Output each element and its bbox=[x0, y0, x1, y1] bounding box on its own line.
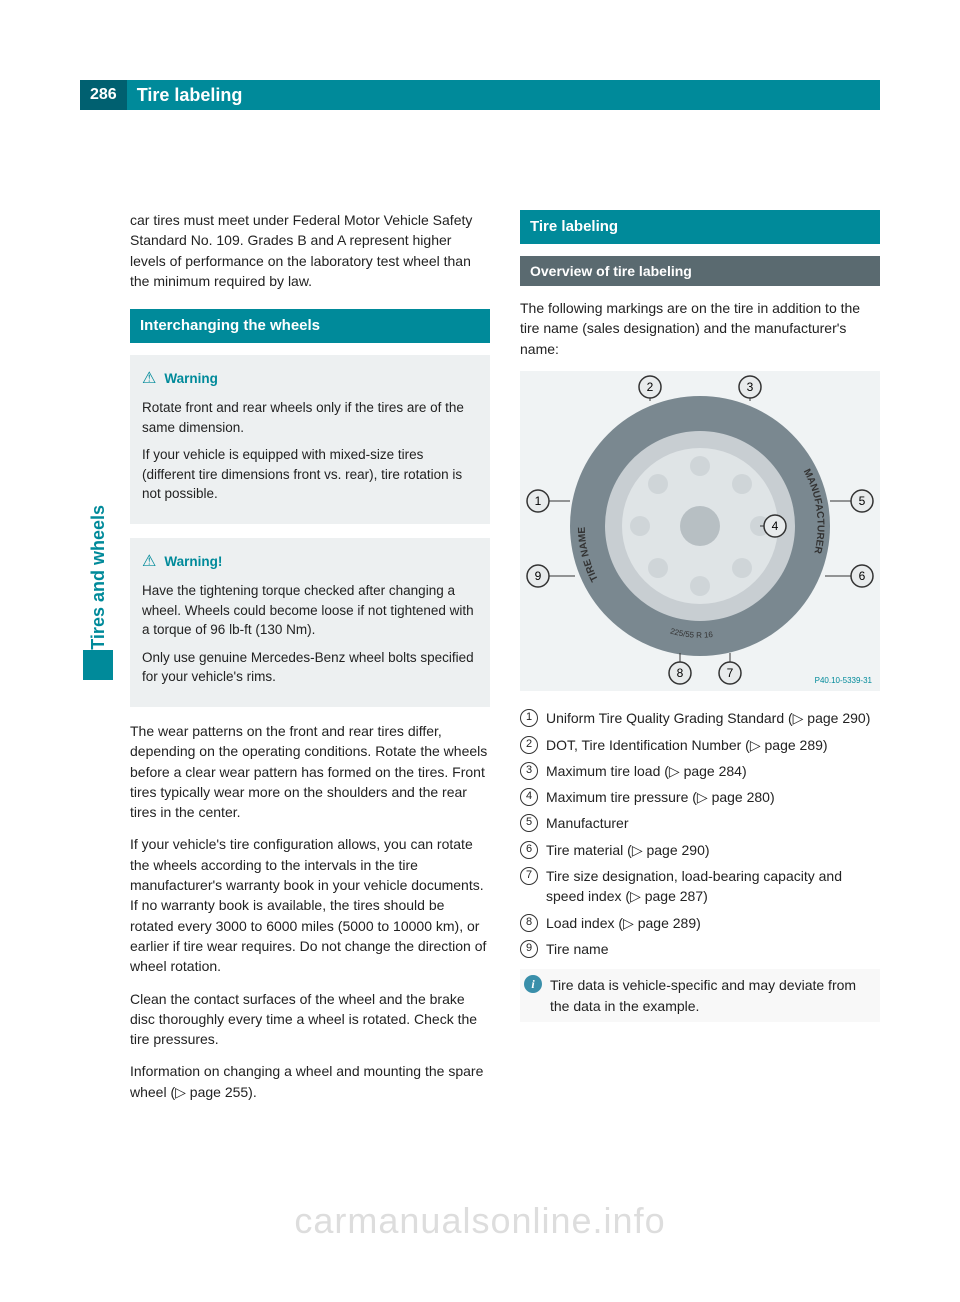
callout-number: 5 bbox=[520, 814, 538, 832]
content-columns: car tires must meet under Federal Motor … bbox=[0, 80, 960, 1114]
list-text: Maximum tire load (▷ page 284) bbox=[546, 761, 747, 781]
list-text: Load index (▷ page 289) bbox=[546, 913, 701, 933]
warning-label: Warning bbox=[164, 369, 218, 389]
warning-text: If your vehicle is equipped with mixed-s… bbox=[142, 445, 478, 504]
callout-number: 4 bbox=[520, 788, 538, 806]
callout-number: 7 bbox=[520, 867, 538, 885]
header-bar: 286 Tire labeling bbox=[80, 80, 880, 110]
svg-text:4: 4 bbox=[772, 519, 779, 533]
callout-number: 6 bbox=[520, 841, 538, 859]
body-paragraph: If your vehicle's tire configuration all… bbox=[130, 834, 490, 976]
warning-box-2: ⚠ Warning! Have the tightening torque ch… bbox=[130, 538, 490, 707]
list-item: 2 DOT, Tire Identification Number (▷ page… bbox=[520, 735, 880, 755]
warning-label: Warning! bbox=[164, 552, 222, 572]
list-text: Tire name bbox=[546, 939, 609, 959]
page-title: Tire labeling bbox=[127, 85, 243, 106]
list-item: 5 Manufacturer bbox=[520, 813, 880, 833]
list-text: Manufacturer bbox=[546, 813, 628, 833]
warning-icon: ⚠ bbox=[142, 550, 156, 573]
list-item: 8 Load index (▷ page 289) bbox=[520, 913, 880, 933]
warning-text: Rotate front and rear wheels only if the… bbox=[142, 398, 478, 437]
info-text: Tire data is vehicle-specific and may de… bbox=[550, 975, 876, 1016]
list-item: 3 Maximum tire load (▷ page 284) bbox=[520, 761, 880, 781]
callout-number: 1 bbox=[520, 709, 538, 727]
info-icon: i bbox=[524, 975, 542, 993]
section-interchanging: Interchanging the wheels bbox=[130, 309, 490, 343]
callout-number: 8 bbox=[520, 914, 538, 932]
warning-box-1: ⚠ Warning Rotate front and rear wheels o… bbox=[130, 355, 490, 524]
warning-text: Have the tightening torque checked after… bbox=[142, 581, 478, 640]
warning-text: Only use genuine Mercedes-Benz wheel bol… bbox=[142, 648, 478, 687]
svg-text:5: 5 bbox=[859, 494, 866, 508]
list-item: 7 Tire size designation, load-bearing cap… bbox=[520, 866, 880, 907]
svg-text:9: 9 bbox=[535, 569, 542, 583]
intro-paragraph: car tires must meet under Federal Motor … bbox=[130, 210, 490, 291]
list-text: Tire material (▷ page 290) bbox=[546, 840, 710, 860]
warning-title-2: ⚠ Warning! bbox=[142, 550, 478, 573]
svg-text:3: 3 bbox=[747, 380, 754, 394]
list-item: 6 Tire material (▷ page 290) bbox=[520, 840, 880, 860]
intro-paragraph: The following markings are on the tire i… bbox=[520, 298, 880, 359]
list-text: Maximum tire pressure (▷ page 280) bbox=[546, 787, 775, 807]
section-overview: Overview of tire labeling bbox=[520, 256, 880, 286]
body-paragraph: The wear patterns on the front and rear … bbox=[130, 721, 490, 822]
svg-text:7: 7 bbox=[727, 666, 734, 680]
body-paragraph: Information on changing a wheel and moun… bbox=[130, 1061, 490, 1102]
right-column: Tire labeling Overview of tire labeling … bbox=[520, 210, 880, 1114]
side-tab-label: Tires and wheels bbox=[88, 499, 109, 650]
callout-number: 2 bbox=[520, 736, 538, 754]
callout-number: 9 bbox=[520, 940, 538, 958]
page: 286 Tire labeling Tires and wheels car t… bbox=[0, 0, 960, 1302]
callout-number: 3 bbox=[520, 762, 538, 780]
side-tab: Tires and wheels bbox=[80, 460, 116, 680]
tire-figure: TIRE NAME MANUFACTURER 225/55 R 16 1 2 3… bbox=[520, 371, 880, 696]
figure-ref: P40.10-5339-31 bbox=[815, 676, 873, 685]
svg-text:8: 8 bbox=[677, 666, 684, 680]
page-number: 286 bbox=[80, 80, 127, 110]
svg-text:6: 6 bbox=[859, 569, 866, 583]
warning-icon: ⚠ bbox=[142, 367, 156, 390]
warning-title-1: ⚠ Warning bbox=[142, 367, 478, 390]
list-text: DOT, Tire Identification Number (▷ page … bbox=[546, 735, 828, 755]
body-paragraph: Clean the contact surfaces of the wheel … bbox=[130, 989, 490, 1050]
list-text: Tire size designation, load-bearing capa… bbox=[546, 866, 880, 907]
svg-text:2: 2 bbox=[647, 380, 654, 394]
list-text: Uniform Tire Quality Grading Standard (▷… bbox=[546, 708, 870, 728]
list-item: 9 Tire name bbox=[520, 939, 880, 959]
section-tire-labeling: Tire labeling bbox=[520, 210, 880, 244]
svg-text:1: 1 bbox=[535, 494, 542, 508]
watermark: carmanualsonline.info bbox=[0, 1200, 960, 1242]
list-item: 1 Uniform Tire Quality Grading Standard (… bbox=[520, 708, 880, 728]
list-item: 4 Maximum tire pressure (▷ page 280) bbox=[520, 787, 880, 807]
info-block: i Tire data is vehicle-specific and may … bbox=[520, 969, 880, 1022]
side-tab-marker bbox=[83, 650, 113, 680]
tire-diagram-svg: TIRE NAME MANUFACTURER 225/55 R 16 1 2 3… bbox=[520, 371, 880, 691]
left-column: car tires must meet under Federal Motor … bbox=[130, 210, 490, 1114]
